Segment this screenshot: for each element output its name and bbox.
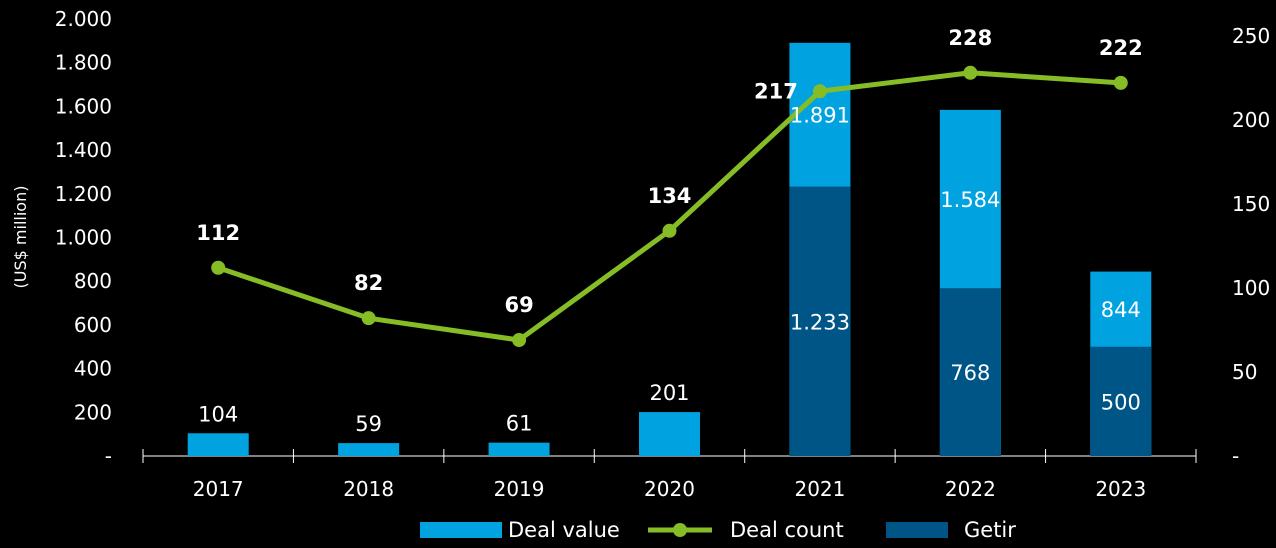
deal-value-label: 61: [506, 412, 533, 436]
deal-count-point: [963, 65, 978, 80]
y2-tick-label: 250: [1232, 24, 1270, 48]
legend-swatch-deal-count-marker: [673, 523, 687, 537]
deal-count-label: 228: [948, 26, 992, 50]
deal-count-label: 217: [754, 79, 798, 103]
y2-tick-label: 200: [1232, 108, 1270, 132]
y-tick-label: 400: [74, 357, 112, 381]
deal-value-bar: [338, 443, 400, 456]
y-axis-label: (US$ million): [11, 186, 30, 289]
deal-value-label: 201: [649, 381, 689, 405]
deal-value-label: 844: [1101, 298, 1141, 322]
legend-swatch-getir: [886, 522, 948, 538]
deal-count-point: [662, 223, 677, 238]
y2-tick-label: -: [1232, 444, 1239, 468]
x-tick-label: 2021: [794, 477, 845, 501]
x-axis: 2017 2018 2019 2020 2021 2022 2023: [142, 449, 1197, 501]
deal-count-point: [211, 260, 226, 275]
getir-bar: [789, 186, 851, 457]
bars: [187, 42, 1152, 457]
deal-count-label: 69: [504, 293, 533, 317]
legend: Deal value Deal count Getir: [420, 518, 1016, 542]
deal-value-bar: [639, 412, 700, 456]
y-tick-label: 1.600: [55, 94, 112, 118]
x-tick-label: 2018: [343, 477, 394, 501]
y-tick-label: 800: [74, 269, 112, 293]
legend-label-deal-value: Deal value: [508, 518, 620, 542]
x-tick-label: 2023: [1095, 477, 1146, 501]
y-tick-label: -: [105, 444, 112, 468]
deal-count-line: 112 82 69 134 217 228 222: [196, 26, 1143, 348]
y-tick-label: 600: [74, 313, 112, 337]
getir-label: 500: [1101, 390, 1141, 414]
y2-tick-label: 150: [1232, 192, 1270, 216]
deal-count-label: 134: [648, 184, 692, 208]
deal-count-point: [361, 311, 376, 326]
deal-value-bar: [187, 433, 249, 456]
deal-value-bar: [488, 442, 550, 456]
getir-label: 768: [950, 361, 990, 385]
deal-count-point: [1113, 75, 1128, 90]
y-tick-label: 200: [74, 400, 112, 424]
deal-count-label: 82: [354, 271, 383, 295]
y-tick-label: 2.000: [55, 7, 112, 31]
y-axis-left: - 200 400 600 800 1.000 1.200 1.400 1.600 1.800 2.…: [55, 7, 112, 468]
deal-value-label: 1.584: [940, 188, 1000, 212]
deal-value-label: 104: [198, 402, 238, 426]
deal-count-point: [512, 333, 527, 348]
deal-count-point: [812, 84, 827, 99]
legend-label-getir: Getir: [964, 518, 1016, 542]
x-tick-label: 2020: [644, 477, 695, 501]
y-tick-label: 1.400: [55, 138, 112, 162]
getir-label: 1.233: [790, 310, 850, 334]
y-tick-label: 1.800: [55, 51, 112, 75]
deal-value-label: 1.891: [790, 104, 850, 128]
y-axis-right: - 50 100 150 200 250: [1232, 24, 1270, 468]
x-tick-label: 2017: [193, 477, 244, 501]
getir-bar: [1090, 346, 1152, 456]
legend-swatch-deal-value: [420, 522, 502, 538]
deal-value-label: 59: [355, 412, 382, 436]
deal-count-label: 222: [1099, 36, 1143, 60]
y2-tick-label: 100: [1232, 276, 1270, 300]
y-tick-label: 1.200: [55, 182, 112, 206]
getir-bar: [939, 288, 1001, 456]
x-tick-label: 2022: [945, 477, 996, 501]
x-tick-label: 2019: [494, 477, 545, 501]
y2-tick-label: 50: [1232, 360, 1257, 384]
deal-count-label: 112: [196, 221, 240, 245]
y-tick-label: 1.000: [55, 226, 112, 250]
legend-label-deal-count: Deal count: [730, 518, 844, 542]
data-labels: 104 59 61 201 1.891 1.584 844 1.233 768 500: [198, 104, 1141, 436]
